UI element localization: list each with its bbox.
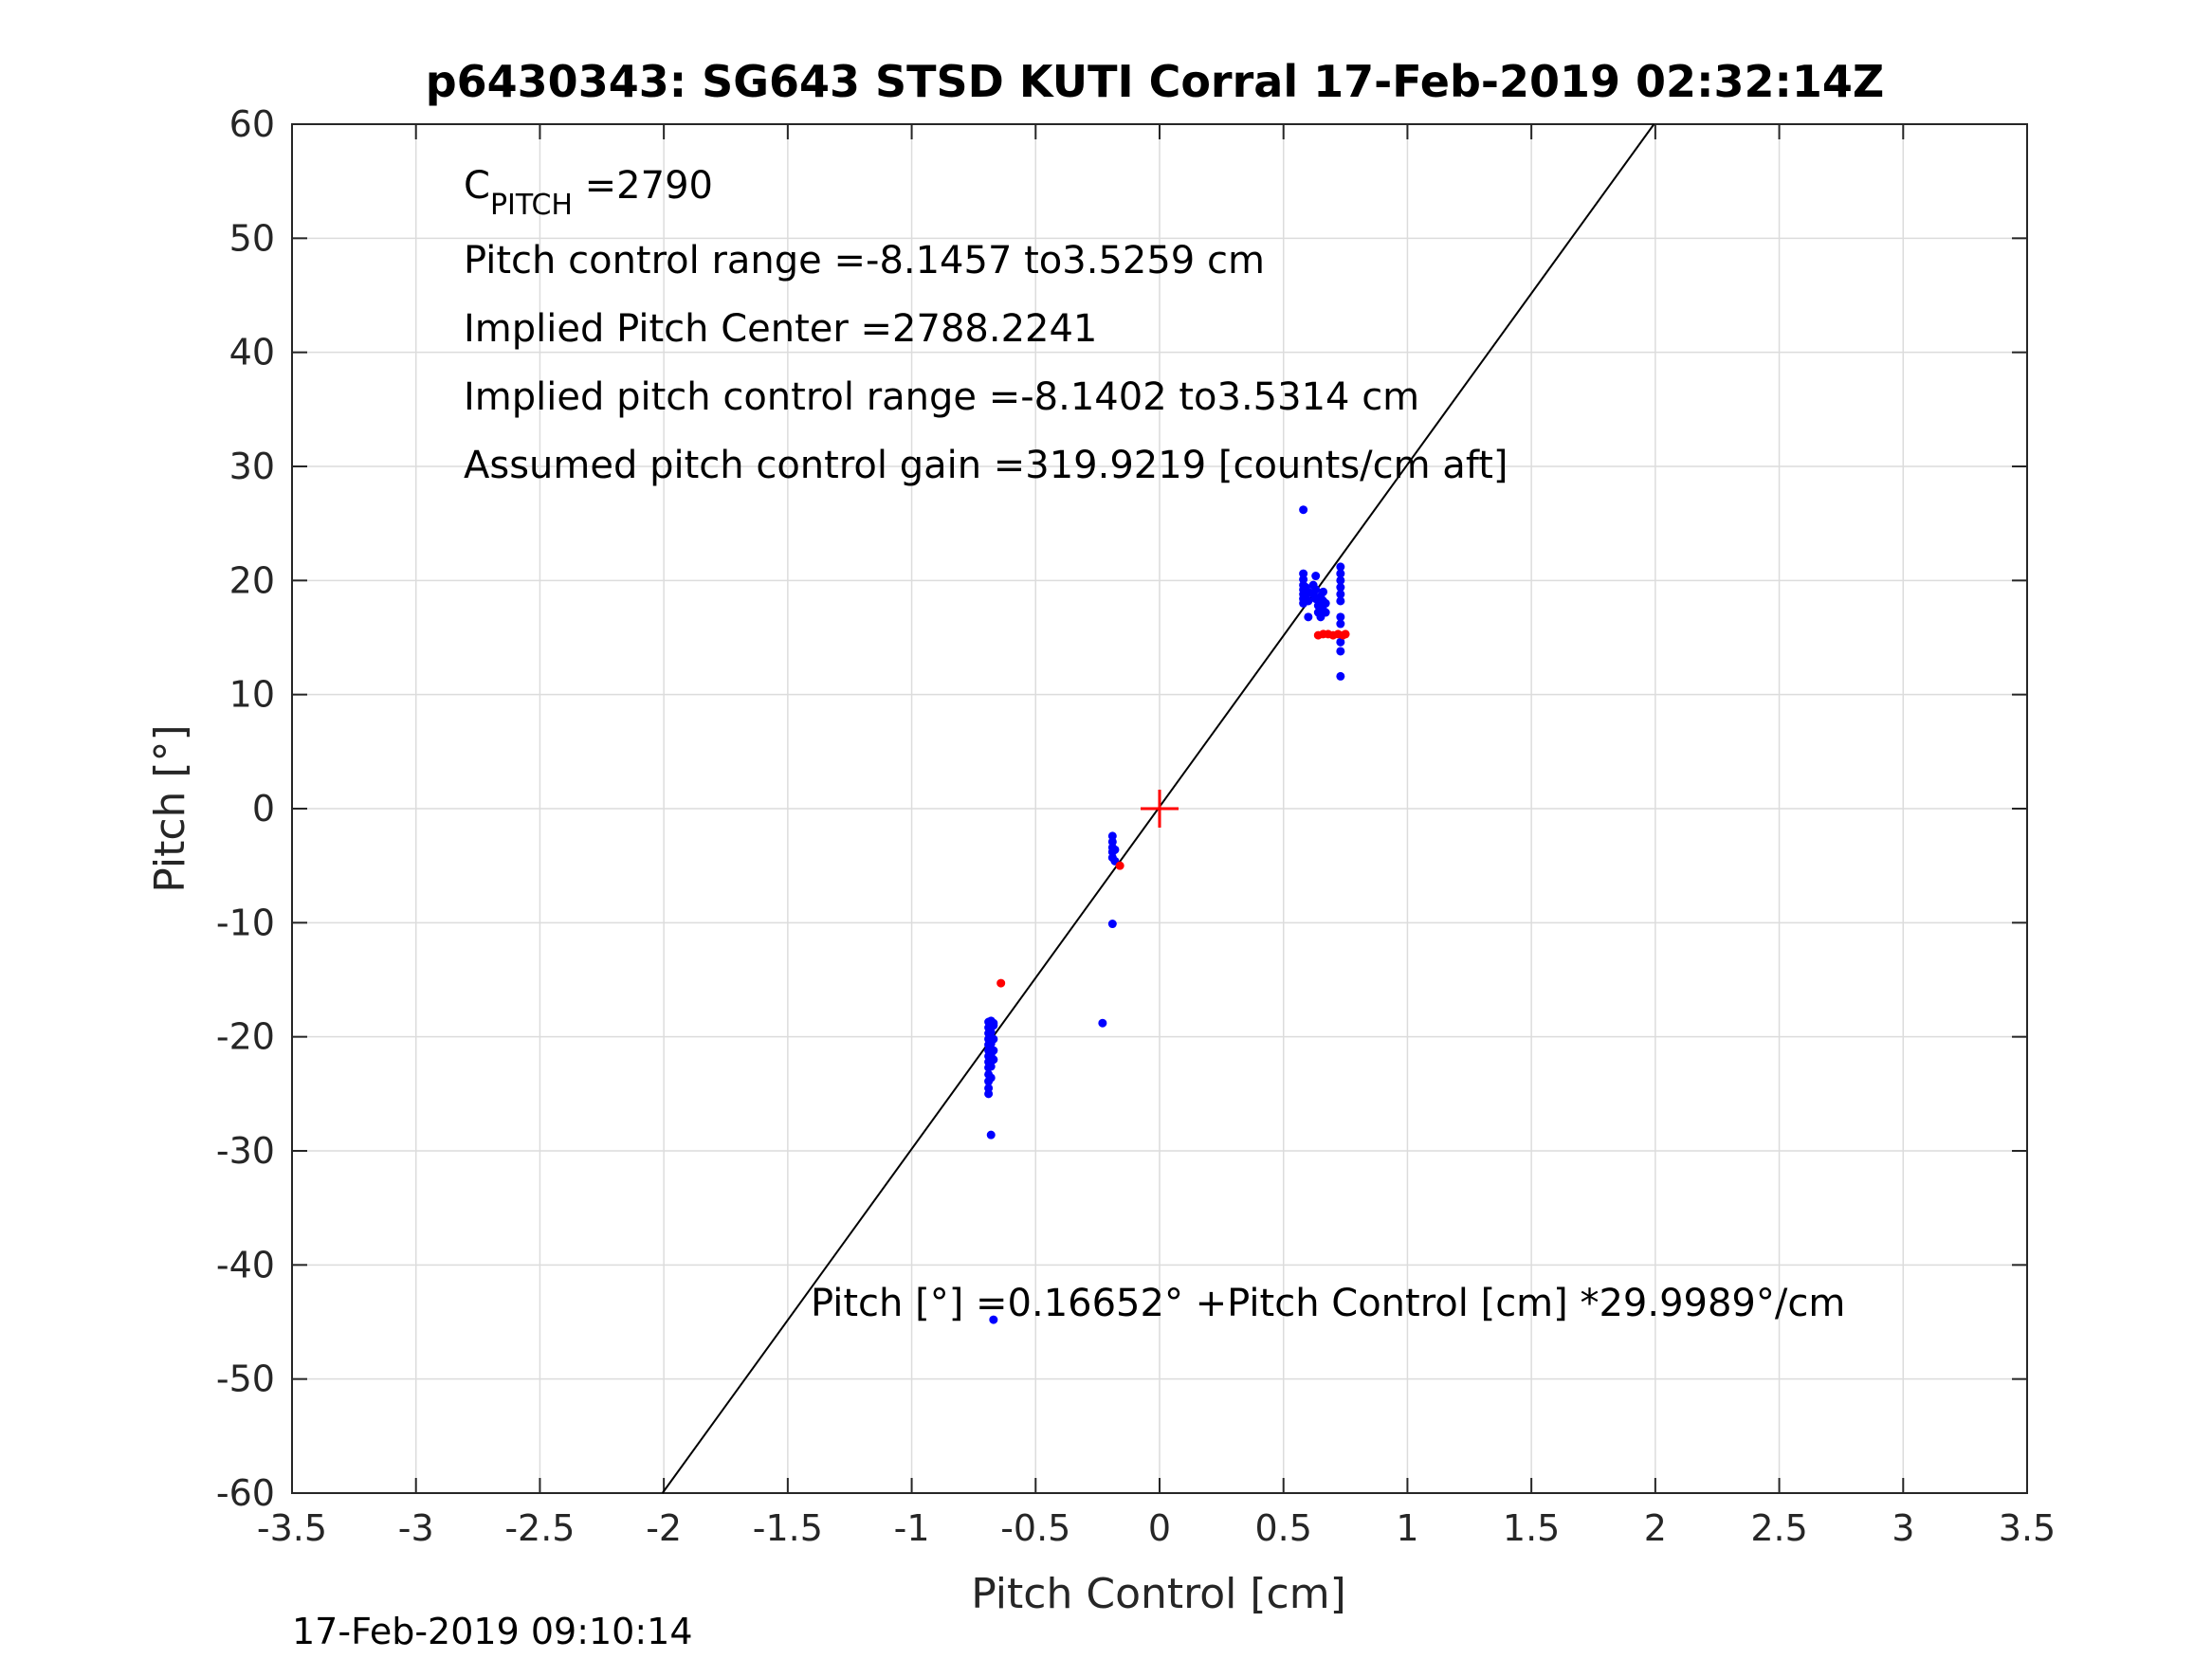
- blue-data-point: [1311, 572, 1321, 581]
- y-tick-label: -50: [216, 1358, 275, 1400]
- blue-data-point: [1319, 587, 1328, 596]
- grid-lines: [291, 123, 2028, 1494]
- x-tick-label: 0.5: [1254, 1507, 1311, 1549]
- y-tick-label: 40: [229, 332, 275, 374]
- x-tick-label: 1.5: [1503, 1507, 1560, 1549]
- x-tick-label: 0: [1148, 1507, 1171, 1549]
- data-points: [984, 505, 1350, 1324]
- x-tick-label: 3: [1892, 1507, 1914, 1549]
- blue-data-point: [989, 1046, 998, 1055]
- blue-data-point: [1098, 1018, 1107, 1028]
- blue-data-point: [1336, 671, 1345, 681]
- y-tick-label: -30: [216, 1130, 275, 1172]
- y-axis-label: Pitch [°]: [146, 724, 194, 892]
- x-tick-label: 1: [1396, 1507, 1418, 1549]
- implied-pitch-center-annotation: Implied Pitch Center =2788.2241: [464, 307, 1097, 351]
- y-tick-label: 30: [229, 446, 275, 487]
- blue-data-point: [989, 1018, 998, 1028]
- x-tick-label: 3.5: [1999, 1507, 2056, 1549]
- blue-data-point: [986, 1062, 996, 1071]
- c-pitch-subscript: PITCH: [490, 189, 573, 222]
- blue-data-point: [1299, 505, 1308, 515]
- blue-data-point: [986, 1073, 996, 1083]
- center-marker-group: [1141, 790, 1179, 828]
- y-tick-label: 60: [229, 103, 275, 145]
- c-pitch-value: =2790: [573, 164, 713, 208]
- blue-data-point: [1304, 612, 1313, 622]
- y-tick-label: 20: [229, 559, 275, 601]
- blue-data-point: [986, 1028, 996, 1037]
- footer-timestamp: 17-Feb-2019 09:10:14: [292, 1611, 693, 1652]
- red-data-point: [1341, 629, 1350, 639]
- blue-data-point: [1321, 598, 1330, 608]
- axis-ticks: [291, 123, 2028, 1494]
- blue-data-point: [1336, 637, 1345, 647]
- x-tick-labels: -3.5 -3 -2.5 -2 -1.5 -1 -0.5 0 0.5 1 1.5 2 2.5 3 3.5: [257, 1507, 2056, 1549]
- blue-data-point: [1304, 596, 1313, 606]
- x-tick-label: 2.5: [1750, 1507, 1807, 1549]
- blue-data-point: [989, 1055, 998, 1065]
- implied-pitch-control-range-annotation: Implied pitch control range =-8.1402 to3…: [464, 375, 1419, 419]
- blue-data-point: [1336, 583, 1345, 592]
- blue-data-point: [1311, 585, 1321, 594]
- blue-data-point: [1321, 608, 1330, 617]
- c-pitch-annotation: CPITCH =2790: [464, 164, 713, 222]
- blue-data-point: [989, 1034, 998, 1044]
- y-tick-labels: 60 50 40 30 20 10 0 -10 -20 -30 -40 -50 -60: [216, 103, 275, 1514]
- blue-data-point: [1336, 562, 1345, 572]
- x-tick-label: -3.5: [257, 1507, 327, 1549]
- y-tick-label: 10: [229, 674, 275, 716]
- blue-data-point: [984, 1089, 994, 1099]
- blue-data-point: [1107, 920, 1117, 929]
- fit-equation-annotation: Pitch [°] =0.16652° +Pitch Control [cm] …: [811, 1282, 1845, 1325]
- chart-title: p6430343: SG643 STSD KUTI Corral 17-Feb-…: [426, 56, 1885, 107]
- y-tick-label: -40: [216, 1244, 275, 1285]
- blue-data-point: [986, 1130, 996, 1139]
- assumed-gain-annotation: Assumed pitch control gain =319.9219 [co…: [464, 444, 1508, 487]
- x-tick-label: -1.5: [753, 1507, 823, 1549]
- blue-data-point: [1336, 596, 1345, 606]
- y-tick-label: -60: [216, 1472, 275, 1514]
- pitch-control-range-annotation: Pitch control range =-8.1457 to3.5259 cm: [464, 239, 1265, 283]
- x-tick-label: -2.5: [504, 1507, 575, 1549]
- blue-data-point: [1336, 590, 1345, 599]
- x-tick-label: -2: [646, 1507, 682, 1549]
- x-tick-label: 2: [1644, 1507, 1667, 1549]
- red-data-point: [996, 978, 1006, 988]
- red-data-point: [1115, 861, 1124, 870]
- x-tick-label: -1: [894, 1507, 930, 1549]
- y-tick-label: 0: [252, 788, 275, 830]
- blue-data-point: [1336, 569, 1345, 578]
- blue-data-point: [1336, 612, 1345, 622]
- y-tick-label: 50: [229, 217, 275, 259]
- x-axis-label: Pitch Control [cm]: [971, 1570, 1346, 1618]
- y-tick-label: -20: [216, 1016, 275, 1058]
- blue-data-point: [1336, 575, 1345, 585]
- blue-data-point: [1336, 647, 1345, 656]
- blue-data-point: [1110, 845, 1120, 854]
- x-tick-label: -3: [398, 1507, 434, 1549]
- blue-data-point: [989, 1315, 998, 1324]
- x-tick-label: -0.5: [1000, 1507, 1070, 1549]
- blue-data-point: [1336, 619, 1345, 629]
- y-tick-label: -10: [216, 902, 275, 943]
- c-pitch-main: C: [464, 164, 490, 208]
